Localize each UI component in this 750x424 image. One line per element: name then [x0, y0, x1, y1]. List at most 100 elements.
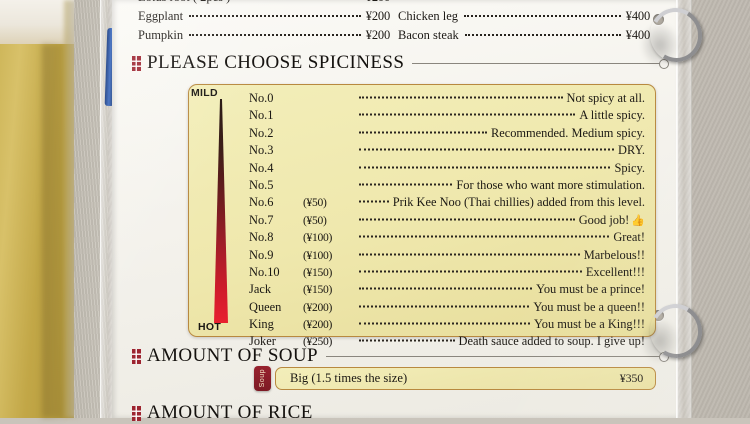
- thumbs-up-icon: 👍: [631, 214, 645, 227]
- item-name: Chicken leg: [398, 9, 459, 23]
- spiciness-option-row[interactable]: No.6 (¥50) Prik Kee Noo (Thai chillies) …: [249, 195, 645, 212]
- dot-leader: [359, 235, 610, 238]
- binder-ring-shadow: [640, 318, 680, 364]
- level-description: Death sauce added to soup. I give up!: [458, 334, 646, 349]
- level-description: Excellent!!!: [585, 264, 645, 279]
- spiciness-option-row[interactable]: Jack (¥150) You must be a prince!: [249, 282, 645, 299]
- dot-leader: [189, 15, 361, 17]
- spiciness-option-row[interactable]: No.1 A little spicy.: [249, 108, 645, 125]
- binder-ring-shadow: [640, 22, 680, 68]
- beer-foam: [0, 0, 74, 44]
- soup-option-label: Big (1.5 times the size): [290, 371, 408, 385]
- level-label: Jack: [249, 282, 272, 297]
- level-price: (¥50): [303, 196, 327, 210]
- level-label: No.7: [249, 212, 274, 227]
- level-price: (¥100): [303, 231, 333, 245]
- dot-leader: [359, 148, 615, 151]
- top-price-list: Lotus root ( 2pcs ) ¥200 Eggplant ¥200 C…: [138, 0, 654, 47]
- spiciness-panel: MILD HOT No.0 Not spicy at all. No.1 A l…: [188, 84, 656, 348]
- checkered-square-icon: [132, 405, 141, 421]
- dot-leader: [189, 34, 361, 36]
- item-name: Lotus root ( 2pcs ): [138, 0, 230, 5]
- level-price: (¥200): [303, 318, 333, 332]
- item-price: ¥200: [366, 0, 390, 5]
- level-description: You must be a King!!!: [534, 317, 645, 332]
- binder-hole: [653, 310, 664, 321]
- dot-leader: [359, 339, 455, 342]
- section-title: AMOUNT OF RICE: [147, 402, 313, 423]
- table-row: Eggplant ¥200 Chicken leg ¥400: [138, 9, 654, 28]
- spiciness-option-row[interactable]: No.4 Spicy.: [249, 161, 645, 178]
- section-heading-rice: AMOUNT OF RICE: [132, 402, 660, 424]
- spiciness-option-row[interactable]: No.2 Recommended. Medium spicy.: [249, 126, 645, 143]
- price-entry: Eggplant ¥200: [138, 9, 390, 24]
- heat-scale-gradient: [211, 99, 235, 323]
- menu-cover-right-edge: [676, 0, 692, 418]
- level-price: (¥250): [303, 335, 333, 349]
- level-price: (¥100): [303, 248, 333, 262]
- level-description: Recommended. Medium spicy.: [490, 125, 645, 140]
- dot-leader: [464, 34, 621, 36]
- level-description: Spicy.: [614, 160, 645, 175]
- dot-leader: [359, 322, 531, 325]
- dot-leader: [359, 305, 530, 308]
- dot-leader: [359, 287, 533, 290]
- item-name: Bacon steak: [398, 28, 459, 42]
- section-title: AMOUNT OF SOUP: [147, 345, 319, 366]
- spiciness-option-row[interactable]: Joker (¥250) Death sauce added to soup. …: [249, 334, 645, 351]
- dot-leader: [359, 96, 563, 99]
- level-label: No.3: [249, 143, 274, 158]
- dot-leader: [464, 15, 621, 17]
- spiciness-option-row[interactable]: No.5 For those who want more stimulation…: [249, 178, 645, 195]
- level-description: You must be a queen!!: [533, 299, 645, 314]
- scale-label-mild: MILD: [191, 87, 218, 99]
- level-description: For those who want more stimulation.: [456, 177, 645, 192]
- spiciness-option-row[interactable]: No.8 (¥100) Great!: [249, 230, 645, 247]
- level-label: No.10: [249, 264, 280, 279]
- soup-badge-label: Soup: [259, 369, 266, 388]
- dot-leader: [359, 218, 575, 221]
- level-label: No.8: [249, 230, 274, 245]
- spiciness-option-row[interactable]: No.9 (¥100) Marbelous!!: [249, 248, 645, 265]
- item-price: ¥200: [365, 9, 390, 23]
- scale-label-hot: HOT: [198, 321, 222, 333]
- menu-page: Lotus root ( 2pcs ) ¥200 Eggplant ¥200 C…: [112, 0, 678, 423]
- price-entry: Lotus root ( 2pcs ) ¥200: [138, 0, 390, 5]
- checkered-square-icon: [132, 348, 141, 364]
- level-description: Prik Kee Noo (Thai chillies) added from …: [392, 195, 645, 210]
- item-name: Eggplant: [138, 9, 184, 23]
- level-label: No.6: [249, 195, 274, 210]
- soup-option-row[interactable]: Soup Big (1.5 times the size) ¥350: [254, 366, 656, 391]
- level-description: DRY.: [618, 143, 645, 158]
- table-row: Pumpkin ¥200 Bacon steak ¥400: [138, 28, 654, 47]
- item-price: ¥400: [625, 28, 650, 42]
- beer-highlight: [42, 44, 64, 418]
- spiciness-option-row[interactable]: No.10 (¥150) Excellent!!!: [249, 265, 645, 282]
- level-label: King: [249, 317, 274, 332]
- level-description: You must be a prince!: [536, 282, 645, 297]
- level-label: No.5: [249, 177, 274, 192]
- level-description: Great!: [613, 230, 645, 245]
- price-entry: Bacon steak ¥400: [398, 28, 650, 43]
- spiciness-option-row[interactable]: No.7 (¥50) Good job! 👍: [249, 213, 645, 230]
- table-row: Lotus root ( 2pcs ) ¥200: [138, 0, 654, 9]
- level-description: A little spicy.: [579, 108, 645, 123]
- level-price: (¥50): [303, 213, 327, 227]
- level-price: (¥200): [303, 300, 333, 314]
- spiciness-option-row[interactable]: No.0 Not spicy at all.: [249, 91, 645, 108]
- spiciness-option-row[interactable]: No.3 DRY.: [249, 143, 645, 160]
- item-price: ¥400: [625, 9, 650, 23]
- soup-option-box[interactable]: Big (1.5 times the size) ¥350: [275, 367, 656, 390]
- dot-leader: [359, 113, 576, 116]
- dot-leader: [359, 166, 611, 169]
- level-description: Good job!: [578, 212, 630, 227]
- heading-rule: [412, 58, 669, 69]
- item-price: ¥200: [365, 28, 390, 42]
- level-label: No.4: [249, 160, 274, 175]
- section-heading-spiciness: PLEASE CHOOSE SPICINESS: [132, 52, 669, 74]
- binder-hole: [653, 14, 664, 25]
- spiciness-option-row[interactable]: Queen (¥200) You must be a queen!!: [249, 300, 645, 317]
- level-price: (¥150): [303, 265, 333, 279]
- spiciness-option-row[interactable]: King (¥200) You must be a King!!!: [249, 317, 645, 334]
- level-description: Not spicy at all.: [566, 91, 645, 105]
